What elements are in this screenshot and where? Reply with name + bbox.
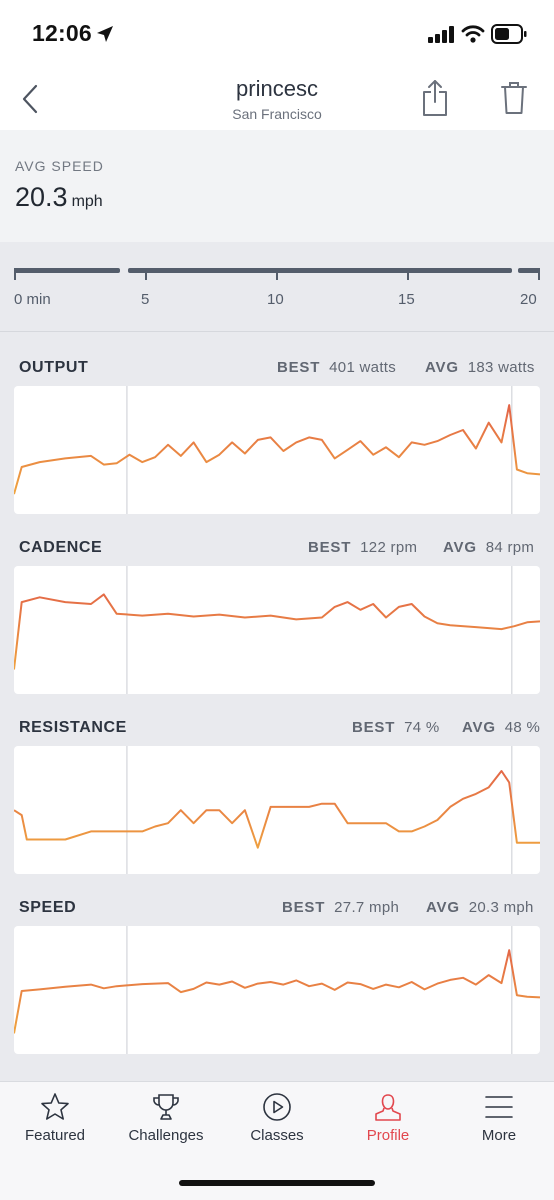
tab-label: Classes — [250, 1127, 304, 1144]
metric-best: BEST 74 % — [352, 719, 440, 736]
avg-speed-number: 20.3 — [15, 182, 68, 212]
tab-label: More — [481, 1127, 517, 1144]
series-line — [14, 404, 540, 495]
best-value: 74 % — [404, 719, 440, 736]
person-icon — [375, 1094, 401, 1121]
metric-avg: AVG 183 watts — [425, 359, 535, 376]
timeline-tick-label: 5 — [141, 291, 150, 308]
tab-challenges[interactable]: Challenges — [111, 1082, 221, 1152]
avg-speed-panel: AVG SPEED 20.3 mph — [0, 130, 554, 242]
series-line — [14, 593, 540, 670]
resistance-chart[interactable] — [14, 746, 540, 874]
metric-name: OUTPUT — [19, 359, 89, 376]
output-header: OUTPUT BEST 401 watts AVG 183 watts — [0, 346, 554, 386]
cellular-signal-icon — [428, 26, 454, 43]
best-label: BEST — [308, 539, 352, 556]
series-line — [14, 949, 540, 1034]
page-subtitle: San Francisco — [232, 106, 322, 122]
timeline-tick — [14, 268, 16, 280]
home-indicator — [179, 1180, 375, 1186]
tab-featured[interactable]: Featured — [0, 1082, 110, 1152]
trash-button[interactable] — [500, 80, 528, 116]
metric-name: CADENCE — [19, 539, 103, 556]
status-bar: 12:06 — [0, 0, 554, 60]
segment-timeline: 0 min 5 10 15 20 — [0, 242, 554, 332]
series-line — [14, 770, 540, 849]
metric-best: BEST 122 rpm — [308, 539, 417, 556]
metric-best: BEST 401 watts — [277, 359, 396, 376]
nav-bar: princesc San Francisco — [0, 60, 554, 130]
menu-icon — [485, 1096, 513, 1118]
speed-header: SPEED BEST 27.7 mph AVG 20.3 mph — [0, 886, 554, 926]
metric-avg: AVG 20.3 mph — [426, 899, 534, 916]
avg-value: 84 rpm — [485, 539, 535, 556]
play-icon — [263, 1093, 291, 1121]
avg-speed-unit: mph — [71, 193, 103, 210]
best-value: 122 rpm — [360, 539, 418, 556]
timeline-tick-label: 10 — [267, 291, 284, 308]
best-label: BEST — [352, 719, 396, 736]
avg-value: 20.3 mph — [468, 899, 534, 916]
best-label: BEST — [282, 899, 326, 916]
timeline-tick — [145, 268, 147, 280]
battery-icon — [491, 24, 527, 44]
avg-label: AVG — [462, 719, 496, 736]
metric-avg: AVG 48 % — [462, 719, 540, 736]
timeline-tick — [407, 268, 409, 280]
back-button[interactable] — [18, 82, 44, 116]
timeline-tick — [538, 268, 540, 280]
timeline-tick-label: 20 — [520, 291, 537, 308]
metric-name: SPEED — [19, 899, 77, 916]
tab-classes[interactable]: Classes — [222, 1082, 332, 1152]
tab-label: Featured — [24, 1127, 86, 1144]
avg-speed-value: 20.3 mph — [15, 182, 103, 213]
metric-avg: AVG 84 rpm — [443, 539, 534, 556]
wifi-icon — [461, 25, 485, 43]
avg-label: AVG — [443, 539, 477, 556]
metric-name: RESISTANCE — [19, 719, 127, 736]
timeline-segment[interactable] — [518, 268, 540, 273]
cadence-chart[interactable] — [14, 566, 540, 694]
best-value: 27.7 mph — [334, 899, 400, 916]
avg-speed-label: AVG SPEED — [15, 158, 104, 174]
avg-label: AVG — [426, 899, 460, 916]
cadence-header: CADENCE BEST 122 rpm AVG 84 rpm — [0, 526, 554, 566]
timeline-tick-label: 15 — [398, 291, 415, 308]
timeline-tick — [276, 268, 278, 280]
timeline-segment[interactable] — [128, 268, 512, 273]
timeline-segment[interactable] — [14, 268, 120, 273]
avg-value: 48 % — [504, 719, 541, 736]
resistance-header: RESISTANCE BEST 74 % AVG 48 % — [0, 706, 554, 746]
best-value: 401 watts — [329, 359, 397, 376]
tab-profile[interactable]: Profile — [333, 1082, 443, 1152]
avg-label: AVG — [425, 359, 459, 376]
tab-more[interactable]: More — [444, 1082, 554, 1152]
trophy-icon — [153, 1094, 179, 1120]
timeline-tick-label: 0 min — [14, 291, 51, 308]
share-button[interactable] — [421, 78, 449, 118]
star-icon — [41, 1093, 69, 1120]
tab-label: Challenges — [128, 1127, 204, 1144]
output-chart[interactable] — [14, 386, 540, 514]
metric-best: BEST 27.7 mph — [282, 899, 399, 916]
speed-chart[interactable] — [14, 926, 540, 1054]
avg-value: 183 watts — [467, 359, 535, 376]
location-arrow-icon — [97, 26, 113, 42]
status-time: 12:06 — [32, 20, 92, 46]
tab-label: Profile — [366, 1127, 410, 1144]
best-label: BEST — [277, 359, 321, 376]
page-title: princesc — [236, 76, 318, 101]
